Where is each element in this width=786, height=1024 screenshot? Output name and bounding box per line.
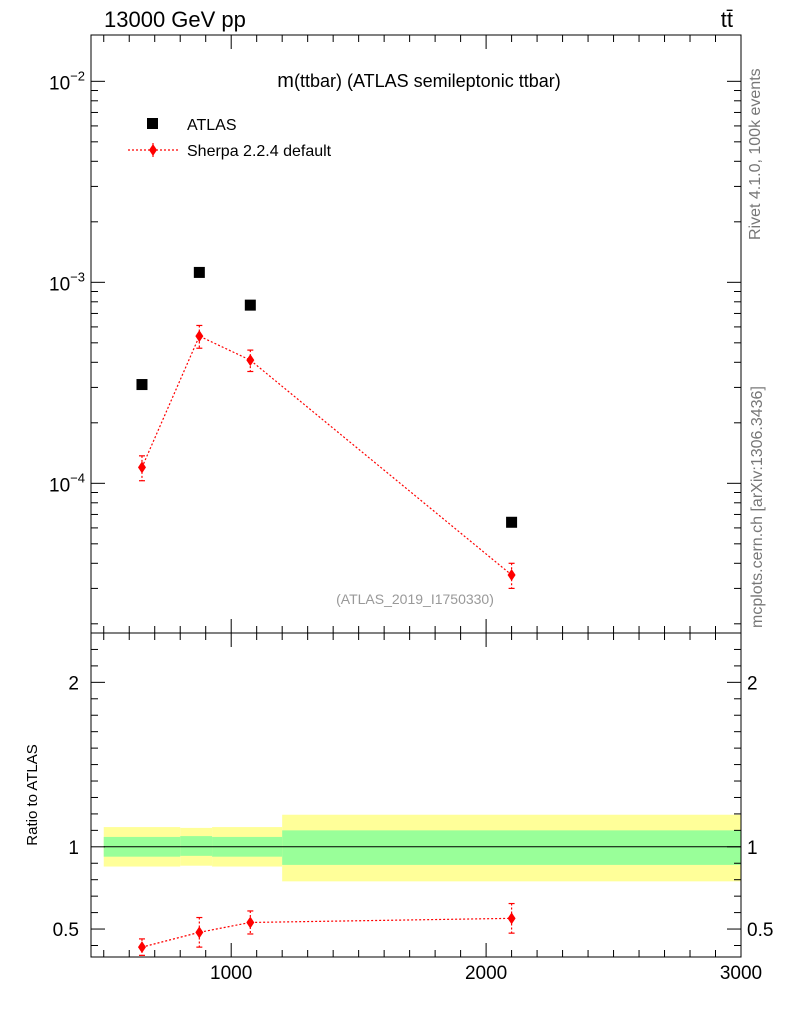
ratio-y-tick-label-left-1: 1	[68, 838, 79, 859]
legend-atlas-marker	[147, 118, 158, 129]
ratio-point-1	[195, 926, 204, 939]
x-tick-label-2: 3000	[720, 963, 762, 984]
ratio-y-tick-label-right-2: 2	[747, 673, 758, 694]
process-label: tt̄	[721, 7, 733, 32]
energy-label: 13000 GeV pp	[104, 7, 246, 32]
ratio-point-2	[246, 916, 255, 929]
legend-sherpa-marker	[149, 144, 157, 156]
y-tick-label-1: 10−3	[49, 269, 85, 295]
mcplots-label: mcplots.cern.ch [arXiv:1306.3436]	[749, 386, 766, 628]
ratio-y-tick-label-right-0: 0.5	[747, 920, 773, 941]
atlas-point-2	[244, 299, 256, 311]
ratio-series	[137, 902, 516, 956]
sherpa-point-3	[507, 568, 516, 581]
x-tick-label-0: 1000	[210, 963, 252, 984]
analysis-id-label: (ATLAS_2019_I1750330)	[336, 591, 494, 607]
ratio-point-3	[507, 912, 516, 925]
plot-title: m(ttbar) (ATLAS semileptonic ttbar)	[277, 70, 560, 92]
sherpa-line	[141, 335, 512, 576]
legend-sherpa-label: Sherpa 2.2.4 default	[187, 143, 332, 160]
ratio-ylabel: Ratio to ATLAS	[24, 744, 41, 845]
ratio-frame	[90, 632, 742, 958]
sherpa-point-2	[246, 354, 255, 367]
atlas-point-1	[193, 266, 205, 278]
y-tick-label-2: 10−4	[49, 470, 85, 496]
ratio-line	[141, 917, 512, 948]
ratio-point-0	[137, 941, 146, 954]
plot-title-prefix: m	[277, 70, 294, 92]
legend: ATLAS Sherpa 2.2.4 default	[128, 117, 332, 160]
ratio-band-inner-3	[282, 830, 741, 865]
sherpa-point-0	[137, 461, 146, 474]
y-tick-label-0: 10−2	[49, 68, 85, 94]
x-tick-label-1: 2000	[465, 963, 507, 984]
ratio-panel: 1000 2000 3000 0.5 0.5 1 1 2 2	[53, 632, 773, 984]
rivet-version-label: Rivet 4.1.0, 100k events	[747, 68, 764, 240]
legend-atlas-label: ATLAS	[187, 117, 237, 134]
plot-title-rest: (ttbar) (ATLAS semileptonic ttbar)	[294, 71, 561, 91]
ratio-band-inner-1	[180, 836, 213, 856]
atlas-point-3	[506, 516, 518, 528]
ratio-y-tick-label-right-1: 1	[747, 838, 758, 859]
sherpa-point-1	[195, 330, 204, 343]
ratio-y-tick-label-left-0: 0.5	[53, 920, 79, 941]
atlas-point-0	[136, 379, 148, 391]
ratio-y-tick-label-left-2: 2	[68, 673, 79, 694]
